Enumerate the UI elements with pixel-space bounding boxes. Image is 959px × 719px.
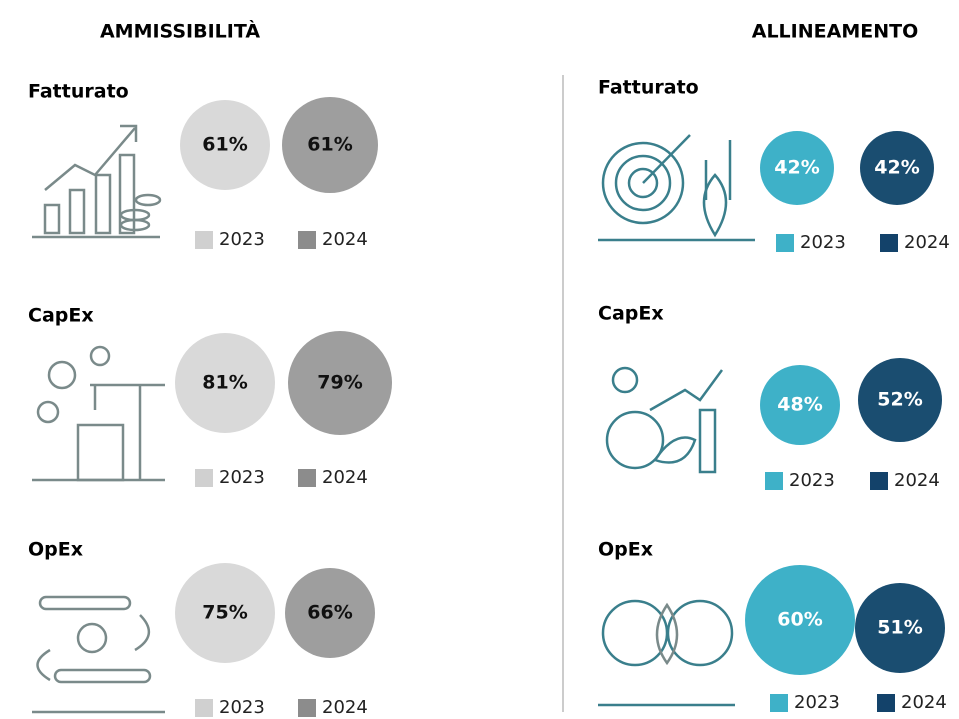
- panel-title: ALLINEAMENTO: [752, 21, 918, 43]
- section-label: Fatturato: [598, 77, 699, 99]
- icon-growth: [607, 368, 722, 472]
- value-label: 42%: [774, 157, 819, 179]
- icon-target: [598, 135, 755, 240]
- legend-label: 2023: [219, 229, 265, 250]
- icon-cycle: [598, 601, 735, 705]
- value-label: 61%: [307, 134, 352, 156]
- legend-label: 2024: [901, 692, 947, 713]
- legend-swatch: [195, 231, 213, 249]
- legend-swatch: [195, 469, 213, 487]
- legend-swatch: [298, 469, 316, 487]
- legend-label: 2023: [219, 697, 265, 718]
- legend-swatch: [195, 699, 213, 717]
- legend-swatch: [880, 234, 898, 252]
- icon-capex: [32, 347, 165, 480]
- value-label: 60%: [777, 609, 822, 631]
- value-label: 79%: [317, 372, 362, 394]
- legend-swatch: [877, 694, 895, 712]
- legend-label: 2024: [904, 232, 950, 253]
- panel-title: AMMISSIBILITÀ: [100, 20, 260, 43]
- value-label: 81%: [202, 372, 247, 394]
- section-label: CapEx: [598, 303, 664, 325]
- legend-label: 2024: [322, 697, 368, 718]
- legend-swatch: [776, 234, 794, 252]
- value-label: 52%: [877, 389, 922, 411]
- legend-label: 2024: [322, 229, 368, 250]
- legend-swatch: [870, 472, 888, 490]
- icon-revenue: [32, 126, 160, 237]
- legend-label: 2023: [800, 232, 846, 253]
- section-label: OpEx: [598, 539, 653, 561]
- legend-swatch: [298, 231, 316, 249]
- infographic: AMMISSIBILITÀ Fatturato 61% 61% 2023 2024 CapE…: [0, 0, 959, 719]
- value-label: 48%: [777, 394, 822, 416]
- value-label: 66%: [307, 602, 352, 624]
- legend-label: 2023: [219, 467, 265, 488]
- value-label: 61%: [202, 134, 247, 156]
- section-label: Fatturato: [28, 81, 129, 103]
- legend-label: 2023: [794, 692, 840, 713]
- legend-swatch: [770, 694, 788, 712]
- section-label: OpEx: [28, 539, 83, 561]
- legend-swatch: [298, 699, 316, 717]
- value-label: 42%: [874, 157, 919, 179]
- icon-opex: [32, 597, 165, 712]
- legend-label: 2024: [322, 467, 368, 488]
- section-label: CapEx: [28, 305, 94, 327]
- legend-label: 2024: [894, 470, 940, 491]
- legend-swatch: [765, 472, 783, 490]
- legend-label: 2023: [789, 470, 835, 491]
- value-label: 51%: [877, 617, 922, 639]
- value-label: 75%: [202, 602, 247, 624]
